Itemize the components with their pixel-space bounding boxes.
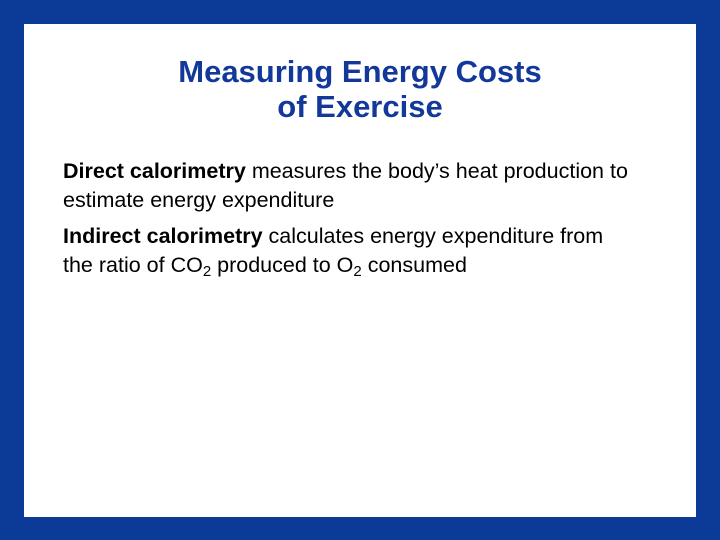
- text: produced to O: [211, 253, 354, 277]
- subscript: 2: [353, 263, 362, 280]
- term: Direct calorimetry: [63, 159, 246, 183]
- paragraph: Direct calorimetry measures the body’s h…: [63, 157, 628, 215]
- term: Indirect calorimetry: [63, 224, 263, 248]
- title-line: of Exercise: [277, 89, 443, 124]
- slide-body: Direct calorimetry measures the body’s h…: [63, 157, 628, 287]
- text: measures the body’s heat production to e…: [63, 159, 628, 212]
- text: calculates energy expenditure from the r…: [63, 224, 604, 277]
- slide-content: Measuring Energy Costs of Exercise Direct…: [24, 24, 696, 517]
- subscript: 2: [202, 263, 212, 280]
- paragraph: Indirect calorimetry calculates energy e…: [63, 222, 628, 280]
- text: consumed: [361, 253, 467, 277]
- title-line: Measuring Energy Costs: [178, 54, 542, 89]
- slide-title: Measuring Energy Costs of Exercise: [24, 54, 696, 124]
